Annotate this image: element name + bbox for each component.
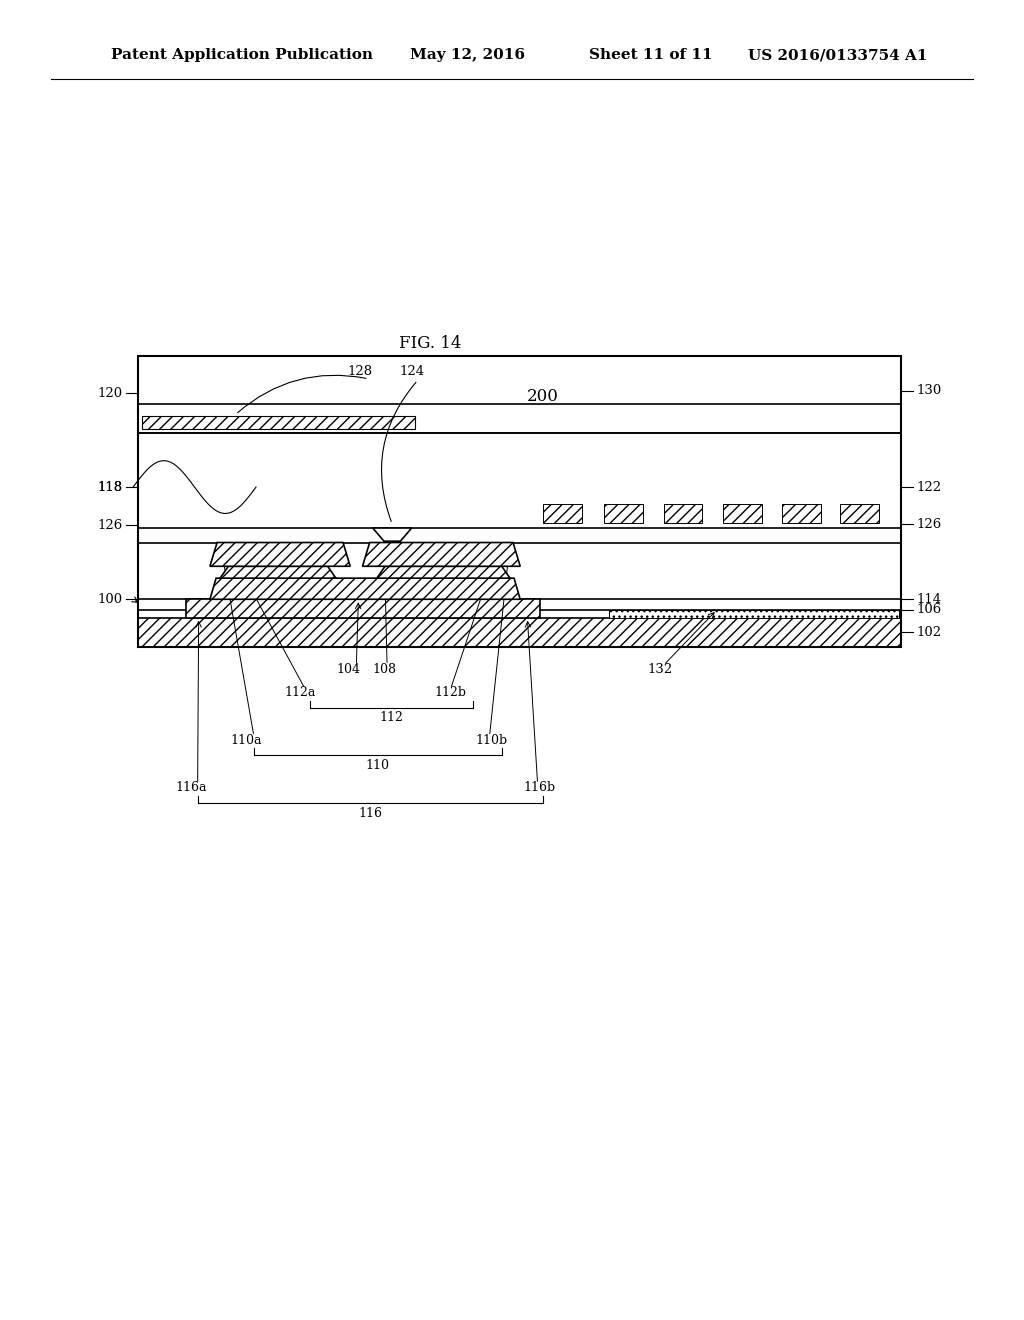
Text: 110a: 110a — [230, 734, 261, 747]
Polygon shape — [210, 543, 350, 566]
Text: 126: 126 — [97, 519, 123, 532]
Polygon shape — [373, 528, 412, 541]
Bar — [186, 599, 540, 618]
Text: 106: 106 — [916, 603, 942, 616]
Text: 112a: 112a — [285, 686, 315, 700]
Polygon shape — [377, 566, 510, 578]
Bar — [543, 504, 582, 523]
Bar — [142, 416, 415, 429]
Text: 116: 116 — [358, 807, 382, 820]
Text: FIG. 14: FIG. 14 — [398, 335, 462, 351]
Text: 110b: 110b — [475, 734, 508, 747]
Text: 110: 110 — [366, 759, 390, 772]
Bar — [782, 504, 821, 523]
Bar — [723, 504, 762, 523]
Text: 108: 108 — [372, 663, 396, 676]
Text: 118: 118 — [97, 480, 123, 494]
Bar — [138, 356, 901, 433]
Text: 124: 124 — [399, 364, 424, 378]
Bar — [138, 618, 901, 647]
Text: 126: 126 — [916, 517, 942, 531]
Polygon shape — [210, 578, 520, 599]
Bar — [609, 610, 899, 618]
Bar — [138, 356, 901, 647]
Text: 128: 128 — [348, 364, 373, 378]
Text: 132: 132 — [648, 663, 673, 676]
Polygon shape — [362, 543, 520, 566]
Text: 100: 100 — [97, 593, 123, 606]
Text: 114: 114 — [916, 593, 942, 606]
Text: May 12, 2016: May 12, 2016 — [410, 49, 524, 62]
Text: 122: 122 — [916, 480, 942, 494]
Text: 120: 120 — [97, 387, 123, 400]
Bar — [604, 504, 643, 523]
Text: US 2016/0133754 A1: US 2016/0133754 A1 — [748, 49, 927, 62]
Text: 112b: 112b — [434, 686, 467, 700]
Text: 118: 118 — [97, 480, 123, 494]
Text: 102: 102 — [916, 626, 942, 639]
Text: 116b: 116b — [523, 781, 556, 795]
Bar — [840, 504, 879, 523]
Text: 130: 130 — [916, 384, 942, 397]
Text: 112: 112 — [380, 711, 403, 725]
Text: 116a: 116a — [176, 781, 207, 795]
Bar — [664, 504, 702, 523]
Text: 104: 104 — [336, 663, 360, 676]
Polygon shape — [220, 566, 336, 578]
Text: 200: 200 — [526, 388, 559, 404]
Text: Patent Application Publication: Patent Application Publication — [111, 49, 373, 62]
Text: Sheet 11 of 11: Sheet 11 of 11 — [589, 49, 713, 62]
